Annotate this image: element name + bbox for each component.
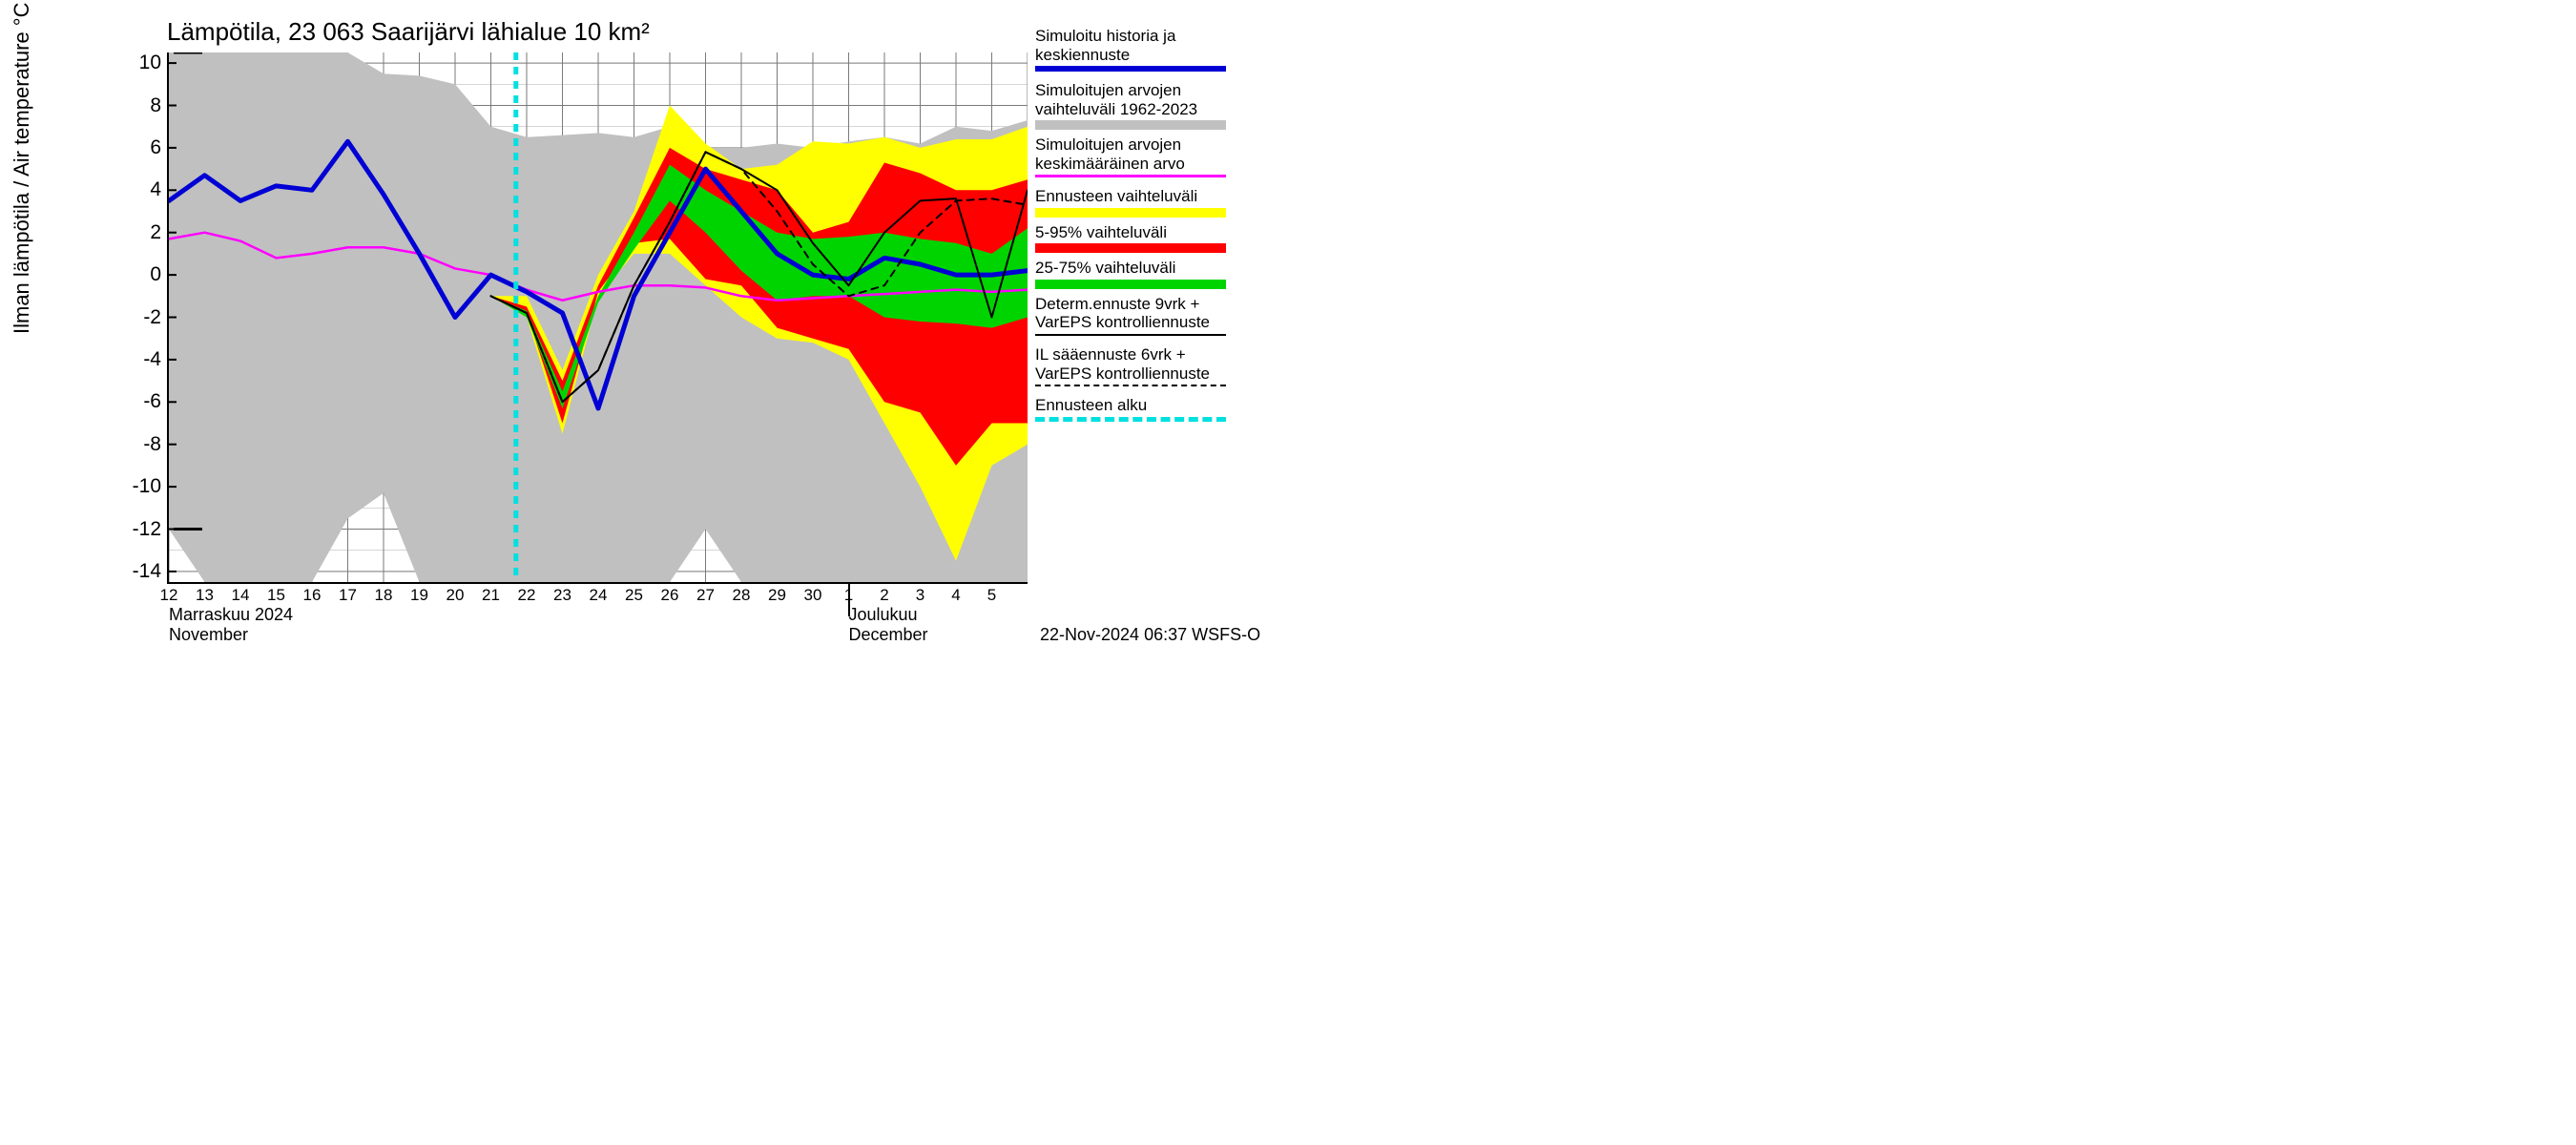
legend-item: Determ.ennuste 9vrk +VarEPS kontrollienn… [1035,295,1417,336]
legend-item: Ennusteen vaihteluväli [1035,187,1417,218]
legend-label: IL sääennuste 6vrk + VarEPS kontrollienn… [1035,345,1417,383]
legend-swatch [1035,280,1226,289]
x-tick-label: 27 [696,582,715,605]
x-tick-label: 29 [768,582,786,605]
legend-label: Simuloitujen arvojenvaihteluväli 1962-20… [1035,81,1417,118]
legend-line [1035,385,1226,386]
y-tick-label: 6 [150,136,169,159]
legend-label: Simuloitujen arvojenkeskimääräinen arvo [1035,135,1417,173]
legend-label: Simuloitu historia jakeskiennuste [1035,27,1417,64]
y-tick-label: -2 [143,306,169,329]
legend-swatch [1035,120,1226,130]
legend-item: 25-75% vaihteluväli [1035,259,1417,289]
x-tick-label: 18 [375,582,393,605]
legend-item: Simuloitu historia jakeskiennuste [1035,27,1417,72]
x-tick-label: 21 [482,582,500,605]
legend-item: IL sääennuste 6vrk + VarEPS kontrollienn… [1035,345,1417,386]
y-tick-label: -6 [143,390,169,413]
legend-line [1035,334,1226,336]
legend-label: Determ.ennuste 9vrk +VarEPS kontrollienn… [1035,295,1417,332]
y-tick-label: -12 [133,518,169,541]
x-tick-label: 20 [447,582,465,605]
x-tick-label: 19 [410,582,428,605]
x-tick-label: 5 [987,582,996,605]
x-tick-label: 24 [590,582,608,605]
timestamp-label: 22-Nov-2024 06:37 WSFS-O [1040,625,1260,645]
legend-label: 25-75% vaihteluväli [1035,259,1417,278]
plot-area: 1086420-2-4-6-8-10-12-14 121314151617181… [167,52,1028,584]
y-tick-label: 2 [150,221,169,244]
legend-label: 5-95% vaihteluväli [1035,223,1417,242]
chart-container: Ilman lämpötila / Air temperature °C Läm… [0,0,1431,668]
y-tick-label: -10 [133,475,169,498]
legend-line [1035,417,1226,422]
x-tick-label: 23 [553,582,571,605]
month-label: JoulukuuDecember [849,582,928,644]
x-tick-label: 16 [303,582,322,605]
y-tick-label: 10 [139,52,169,74]
legend-swatch [1035,208,1226,218]
legend-line [1035,175,1226,177]
plot-svg [169,52,1028,582]
x-tick-label: 30 [804,582,822,605]
y-tick-label: -8 [143,433,169,456]
legend-label: Ennusteen vaihteluväli [1035,187,1417,206]
legend-line [1035,66,1226,72]
legend-item: Simuloitujen arvojenkeskimääräinen arvo [1035,135,1417,177]
y-tick-label: -14 [133,560,169,583]
x-tick-label: 17 [339,582,357,605]
legend-swatch [1035,243,1226,253]
month-label: Marraskuu 2024November [169,582,293,644]
y-tick-label: 0 [150,263,169,286]
legend: Simuloitu historia jakeskiennuste Simuloi… [1035,27,1417,431]
y-axis-label: Ilman lämpötila / Air temperature °C [10,3,34,335]
y-tick-label: 8 [150,94,169,117]
x-tick-label: 28 [733,582,751,605]
y-tick-label: -4 [143,348,169,371]
legend-item: 5-95% vaihteluväli [1035,223,1417,254]
x-tick-label: 26 [661,582,679,605]
chart-title: Lämpötila, 23 063 Saarijärvi lähialue 10… [167,17,650,47]
legend-label: Ennusteen alku [1035,396,1417,415]
x-tick-label: 25 [625,582,643,605]
x-tick-label: 22 [518,582,536,605]
y-tick-label: 4 [150,178,169,201]
x-tick-label: 4 [951,582,960,605]
legend-item: Simuloitujen arvojenvaihteluväli 1962-20… [1035,81,1417,130]
month-divider [848,582,850,616]
legend-item: Ennusteen alku [1035,396,1417,422]
